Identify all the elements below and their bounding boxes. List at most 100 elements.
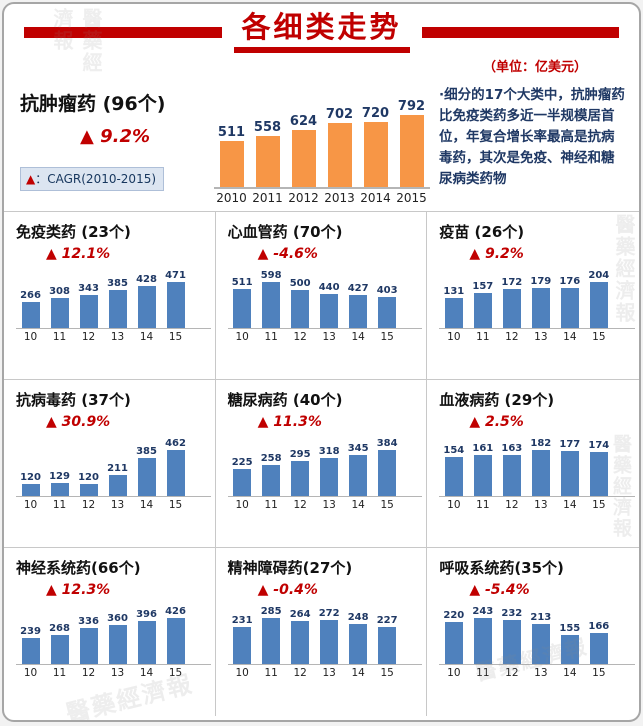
bar [21, 483, 40, 496]
bar-column: 172 [497, 277, 526, 328]
x-axis-label: 12 [81, 498, 96, 511]
x-axis: 10 11 12 13 14 15 [439, 665, 635, 679]
bar-column: 179 [526, 276, 555, 328]
top-chart-area: 511 558 624 702 720 792 2010 2011 2012 2013 2014 2… [210, 77, 433, 205]
chart-cell: 血液病药 (29个) ▲ 2.5% 154 161 163 182 177 174 10 1… [427, 380, 639, 548]
bar-column: 161 [468, 443, 497, 496]
bar [589, 632, 608, 664]
x-axis-label: 2012 [288, 190, 319, 205]
x-axis-label: 10 [235, 330, 249, 343]
x-axis-label: 12 [505, 330, 519, 343]
x-axis-label: 12 [505, 498, 519, 511]
x-axis: 2010 2011 2012 2013 2014 2015 [214, 189, 430, 205]
x-axis-label: 15 [380, 498, 394, 511]
bar-column: 318 [315, 446, 344, 496]
x-axis-label: 15 [380, 330, 394, 343]
bar-column: 225 [228, 457, 257, 496]
bar-column: 598 [257, 270, 286, 328]
title-wrap: 各细类走势 [222, 11, 422, 53]
bar [108, 624, 127, 664]
mini-chart: 266 308 343 385 428 471 10 11 12 13 14 15 [16, 270, 211, 343]
bar-value-label: 268 [49, 622, 70, 634]
bars-row: 225 258 295 318 345 384 [227, 437, 423, 497]
chart-title: 心血管药 (70个) [227, 222, 343, 241]
x-axis-label: 13 [534, 498, 548, 511]
bar-value-label: 231 [231, 614, 253, 626]
bar-value-label: 176 [559, 275, 581, 287]
bar-column: 227 [373, 615, 402, 664]
bar-column: 264 [286, 609, 315, 664]
mini-chart: 154 161 163 182 177 174 10 11 12 13 14 15 [439, 438, 635, 511]
bar [233, 288, 252, 328]
x-axis-label: 13 [110, 666, 125, 679]
bar-value-label: 558 [253, 119, 282, 135]
bar [50, 297, 69, 328]
x-axis-label: 15 [380, 666, 394, 679]
bar [320, 457, 339, 496]
bar [349, 623, 368, 664]
chart-cell: 疫苗 (26个) ▲ 9.2% 131 157 172 179 176 204 10 11 1… [427, 212, 639, 380]
bar-column: 471 [161, 270, 190, 328]
bar-value-label: 285 [260, 605, 282, 617]
x-axis-label: 10 [447, 330, 461, 343]
bar [378, 626, 397, 664]
bar-column: 239 [16, 626, 45, 664]
bar-value-label: 426 [165, 605, 186, 617]
bar-value-label: 500 [289, 277, 311, 289]
bar [233, 468, 252, 496]
bar-value-label: 598 [260, 269, 282, 281]
unit-note: （单位：亿美元） [482, 59, 587, 75]
bar [291, 620, 310, 664]
bar-value-label: 239 [20, 625, 41, 637]
chart-cagr: ▲ 12.3% [46, 581, 111, 598]
chart-cagr: ▲ 9.2% [469, 245, 524, 262]
chart-cell: 神经系统药(66个) ▲ 12.3% 239 268 336 360 396 426 10… [4, 547, 216, 716]
bar-column: 511 [228, 277, 257, 328]
bar-column: 157 [468, 281, 497, 328]
bar [560, 634, 579, 664]
mini-chart: 220 243 232 213 155 166 10 11 12 13 14 15 [439, 606, 635, 679]
bar-value-label: 511 [231, 276, 253, 288]
bar-column: 285 [257, 606, 286, 664]
x-axis-label: 12 [81, 666, 96, 679]
x-axis-label: 13 [322, 330, 336, 343]
x-axis-label: 14 [139, 498, 154, 511]
bar-column: 511 [214, 125, 250, 187]
x-axis-label: 2010 [216, 190, 247, 205]
mini-chart: 131 157 172 179 176 204 10 11 12 13 14 15 [439, 270, 635, 343]
x-axis-label: 14 [563, 666, 577, 679]
bar-value-label: 174 [588, 439, 610, 451]
bar [137, 620, 156, 664]
bar [108, 474, 127, 496]
bar [349, 454, 368, 496]
bar-value-label: 179 [530, 275, 552, 287]
bars-row: 511 558 624 702 720 792 [213, 99, 430, 189]
bars-row: 266 308 343 385 428 471 [16, 270, 211, 329]
chart-title: 精神障碍药(27个) [227, 558, 353, 577]
chart-title: 神经系统药(66个) [16, 558, 141, 577]
x-axis: 10 11 12 13 14 15 [16, 329, 211, 343]
bar-value-label: 295 [289, 448, 311, 460]
bar-column: 177 [555, 439, 584, 496]
bar-value-label: 384 [376, 437, 398, 449]
bar-value-label: 343 [78, 282, 99, 294]
bar-column: 220 [439, 610, 468, 664]
bar [137, 457, 156, 496]
bar-value-label: 308 [49, 285, 70, 297]
x-axis-label: 12 [293, 666, 307, 679]
bar [320, 619, 339, 664]
bar-value-label: 204 [588, 269, 610, 281]
bar-column: 129 [45, 471, 74, 496]
x-axis: 10 11 12 13 14 15 [228, 665, 423, 679]
bar-value-label: 403 [376, 284, 398, 296]
bar-value-label: 225 [231, 456, 253, 468]
bar-column: 720 [358, 106, 394, 187]
bar [291, 460, 310, 496]
bar [79, 483, 98, 496]
bar-value-label: 345 [347, 442, 369, 454]
bar-value-label: 120 [78, 471, 99, 483]
bar-column: 166 [584, 621, 613, 664]
x-axis-label: 2013 [324, 190, 355, 205]
bar [21, 301, 40, 328]
bar-value-label: 318 [318, 445, 340, 457]
